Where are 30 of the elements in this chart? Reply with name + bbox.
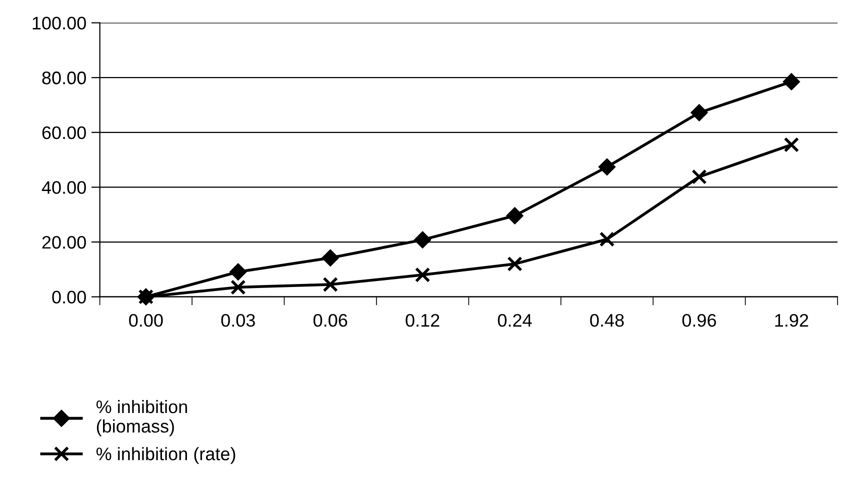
x-tick-label: 0.03 <box>221 314 255 327</box>
y-tick-label: 60.00 <box>42 126 86 140</box>
point <box>507 256 522 272</box>
point <box>784 137 800 152</box>
y-tick-label: 80.00 <box>42 72 86 84</box>
y-tick-label: 100.00 <box>32 16 86 30</box>
point <box>690 104 708 121</box>
y-tick-label: 40.00 <box>42 181 86 194</box>
point <box>414 232 431 248</box>
x-tick-label: 0.24 <box>498 314 532 327</box>
y-tick-label: 20.00 <box>42 236 86 249</box>
x-tick-label: 0.06 <box>314 314 348 327</box>
x-tick-label: 0.48 <box>590 314 624 327</box>
legend-label: % inhibition (biomass) <box>96 400 187 436</box>
y-tick-label: 0.00 <box>52 290 86 304</box>
point <box>322 250 339 266</box>
point <box>230 264 246 280</box>
point <box>506 207 524 224</box>
point <box>322 276 338 292</box>
legend-label: % inhibition (rate) <box>96 447 236 464</box>
point <box>414 267 430 283</box>
point <box>599 232 615 247</box>
point <box>230 280 246 295</box>
point <box>692 169 707 184</box>
point <box>598 158 616 176</box>
x-tick-label: 0.96 <box>682 314 716 327</box>
x-tick-label: 1.92 <box>775 314 808 327</box>
x-tick-label: 0.00 <box>129 314 163 327</box>
x-tick-label: 0.12 <box>406 314 440 327</box>
point <box>783 73 800 90</box>
